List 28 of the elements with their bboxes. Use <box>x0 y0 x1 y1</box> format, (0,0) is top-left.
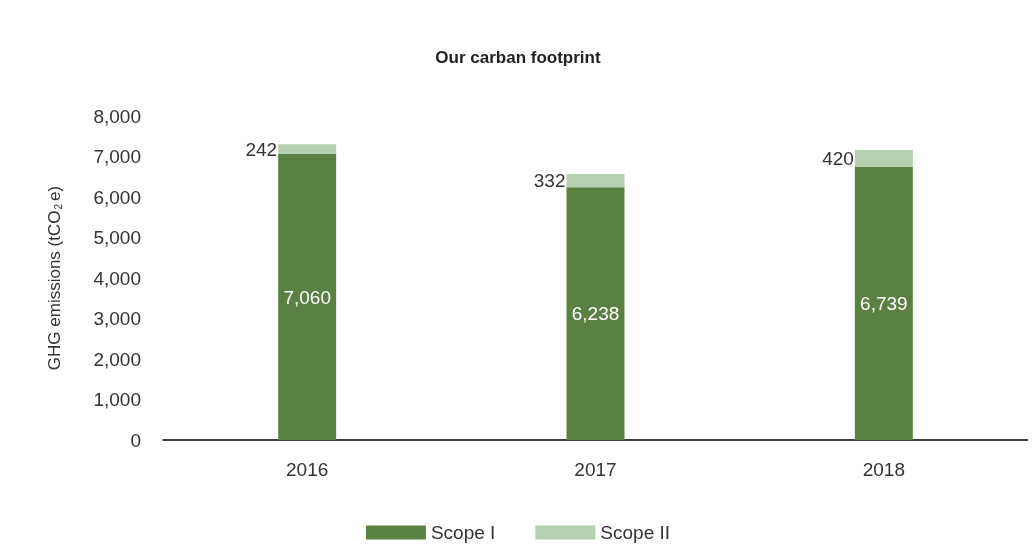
chart-title: Our carban footprint <box>435 48 601 67</box>
data-label: 7,060 <box>283 286 331 308</box>
bar <box>566 173 625 188</box>
y-tick-label: 4,000 <box>93 267 141 289</box>
y-tick-label: 6,000 <box>93 186 141 208</box>
y-tick-label: 1,000 <box>93 389 141 410</box>
x-tick-label: 2017 <box>574 459 617 480</box>
bar <box>566 187 625 440</box>
bar <box>278 144 337 155</box>
legend-label: Scope I <box>430 522 496 543</box>
x-tick-label: 2018 <box>862 459 905 480</box>
data-label: 242 <box>245 138 278 160</box>
y-tick-label: 5,000 <box>93 227 141 248</box>
y-axis-title: GHG emissions (tCO2e) <box>44 185 64 371</box>
data-label: 420 <box>822 148 854 170</box>
x-tick-label: 2016 <box>286 459 329 480</box>
bar <box>278 154 337 440</box>
y-tick-label: 7,000 <box>93 146 141 167</box>
data-label: 332 <box>533 170 566 192</box>
bar <box>854 150 913 168</box>
legend-label: Scope II <box>600 522 671 543</box>
data-label: 6,238 <box>571 303 620 325</box>
y-tick-label: 8,000 <box>93 105 141 127</box>
y-tick-label: 0 <box>130 429 141 451</box>
y-tick-label: 3,000 <box>93 308 141 329</box>
y-tick-label: 2,000 <box>93 348 141 370</box>
data-label: 6,739 <box>860 293 908 315</box>
bar <box>854 167 913 440</box>
